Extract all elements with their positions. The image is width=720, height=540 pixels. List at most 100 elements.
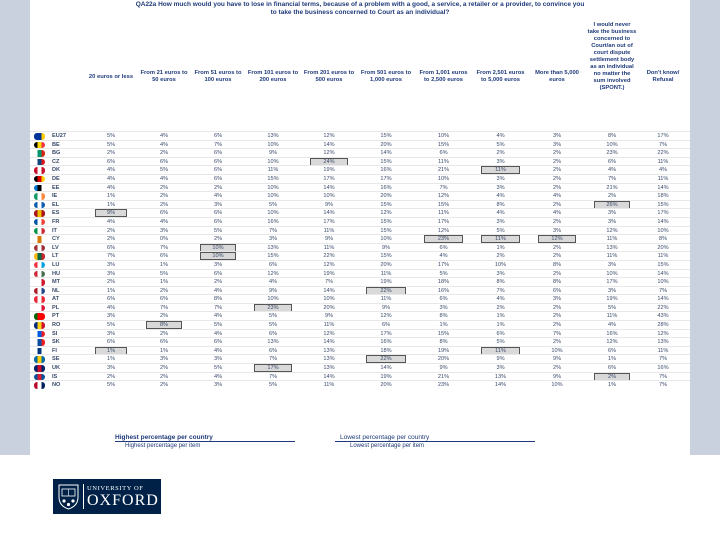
table-cell: 6%: [159, 210, 169, 217]
table-cell: 2%: [106, 373, 116, 380]
question-title: QA22a How much would you have to lose in…: [34, 1, 686, 17]
table-cell: 10%: [267, 193, 279, 200]
table-cell: 6%: [268, 261, 278, 268]
table-cell: 18%: [657, 193, 669, 200]
table-row: SK 6% 6% 6% 13% 14% 16% 8% 5% 2% 12% 13%: [30, 337, 690, 346]
table-row: RO 5% 8% 5% 5% 11% 6% 1% 1% 2% 4% 28%: [30, 320, 690, 330]
country-code: LT: [52, 253, 59, 260]
column-header-4: From 101 euros to 200 euros: [247, 70, 299, 83]
country-code: IE: [52, 193, 58, 200]
table-cell: 8%: [439, 313, 448, 320]
table-cell: 1%: [159, 279, 169, 286]
flag-icon: [34, 304, 45, 312]
table-cell: 2%: [552, 167, 562, 174]
column-header-2: From 21 euros to 50 euros: [140, 70, 188, 83]
table-cell: 9%: [268, 287, 278, 294]
table-cell: 10%: [551, 347, 563, 354]
table-cell: 9%: [439, 365, 448, 372]
table-cell: 12%: [606, 227, 618, 234]
table-cell: 3%: [213, 382, 223, 389]
table-cell: 15%: [437, 330, 450, 337]
table-cell: 17%: [657, 210, 669, 217]
table-cell: 17%: [437, 218, 450, 225]
table-cell: 3%: [607, 287, 617, 294]
flag-icon: [34, 150, 45, 157]
table-cell: 6%: [439, 150, 448, 157]
table-cell: 5%: [106, 133, 116, 139]
legend-divider-right: [335, 441, 535, 442]
table-cell: 7%: [607, 175, 617, 182]
flag-icon: [34, 279, 45, 286]
table-cell: 14%: [323, 287, 335, 294]
flag-icon: [34, 356, 45, 363]
table-cell: 3%: [213, 261, 223, 268]
legend-highest-country: Highest percentage per country: [115, 434, 213, 441]
country-code: HU: [52, 270, 61, 277]
table-cell: 5%: [496, 339, 505, 346]
table-cell: 16%: [380, 339, 392, 346]
table-cell: 4%: [159, 218, 169, 225]
table-row: IS 2% 2% 4% 7% 14% 19% 21% 13% 9% 2% 7%: [30, 371, 690, 381]
table-cell: 20%: [380, 382, 392, 389]
table-cell: 4%: [213, 193, 223, 200]
table-cell: 2%: [159, 313, 169, 320]
country-code: SI: [52, 330, 58, 337]
table-cell: 10%: [437, 133, 450, 139]
table-cell: 7%: [658, 373, 668, 380]
table-cell: 11%: [438, 210, 449, 217]
table-cell: 3%: [106, 313, 116, 320]
table-cell: 11%: [267, 167, 279, 174]
table-cell: 3%: [268, 236, 278, 243]
table-cell: 5%: [268, 313, 278, 320]
table-cell: 5%: [439, 270, 448, 277]
table-cell: 14%: [657, 218, 669, 225]
table-cell: 2%: [552, 270, 562, 277]
survey-table-image: QA22a How much would you have to lose in…: [30, 0, 690, 455]
table-cell: 6%: [268, 330, 278, 337]
table-cell: 4%: [159, 133, 169, 139]
table-cell: 6%: [106, 244, 116, 251]
table-cell: 17%: [380, 175, 392, 182]
table-cell: 2%: [552, 304, 562, 311]
column-header-10: I would never take the business concerne…: [587, 22, 637, 91]
table-cell: 17%: [254, 364, 292, 373]
table-cell: 7%: [552, 330, 562, 337]
table-row: BG 2% 2% 6% 9% 12% 14% 6% 2% 2% 23% 22%: [30, 148, 690, 157]
table-row: DE 4% 4% 6% 15% 17% 17% 10% 3% 2% 7% 11%: [30, 173, 690, 183]
column-header-8: From 2,501 euros to 5,000 euros: [476, 70, 525, 83]
table-cell: 10%: [380, 236, 392, 243]
table-cell: 11%: [606, 313, 618, 320]
legend-lowest-country: Lowest percentage per country: [340, 434, 430, 441]
table-cell: 7%: [213, 141, 223, 148]
table-cell: 19%: [380, 373, 392, 380]
table-cell: 1%: [106, 201, 116, 208]
table-cell: 1%: [496, 244, 505, 251]
table-cell: 2%: [159, 193, 169, 200]
table-cell: 1%: [496, 313, 505, 320]
table-cell: 4%: [159, 175, 169, 182]
table-cell: 2%: [159, 150, 169, 157]
flag-icon: [34, 296, 45, 303]
table-body: EU27 5% 4% 6% 13% 12% 15% 10% 4% 3% 8% 17% BE 5% 4% 7% 1…: [30, 131, 690, 389]
table-cell: 5%: [106, 322, 116, 329]
country-code: PT: [52, 313, 60, 320]
table-cell: 23%: [424, 235, 463, 244]
table-cell: 5%: [159, 167, 169, 174]
table-cell: 13%: [323, 347, 335, 354]
flag-icon: [34, 253, 45, 260]
table-cell: 22%: [366, 286, 406, 295]
table-cell: 3%: [552, 133, 562, 139]
table-cell: 5%: [496, 227, 505, 234]
flag-icon: [34, 261, 45, 269]
table-cell: 2%: [552, 201, 562, 208]
table-cell: 4%: [439, 253, 448, 260]
table-cell: 6%: [552, 287, 562, 294]
table-cell: 4%: [496, 210, 505, 217]
country-code: FI: [52, 347, 57, 354]
table-cell: 6%: [213, 210, 223, 217]
table-cell: 3%: [213, 356, 223, 363]
table-cell: 16%: [437, 287, 450, 294]
table-cell: 9%: [324, 313, 334, 320]
table-cell: 11%: [481, 166, 520, 175]
table-cell: 13%: [494, 373, 507, 380]
